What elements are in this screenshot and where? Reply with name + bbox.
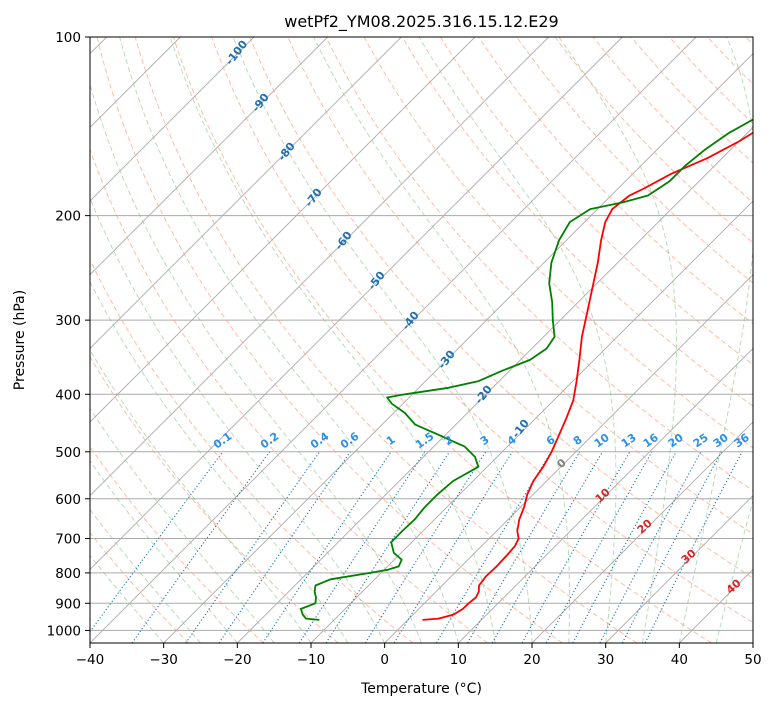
chart-title: wetPf2_YM08.2025.316.15.12.E29 xyxy=(284,12,558,32)
dry-adiabat-line xyxy=(90,258,414,643)
moist-adiabat-line xyxy=(90,460,238,643)
x-tick-label: −10 xyxy=(297,652,326,668)
x-tick-label: 40 xyxy=(671,652,688,668)
moist-adiabat-line xyxy=(678,37,753,643)
axis-ticks: −40 −30 −20 −10 0 10 20 30 40 50 100 200 300 400 500 60… xyxy=(47,30,762,668)
plot-frame xyxy=(89,36,754,644)
isotherm-line xyxy=(531,421,753,643)
moist-adiabat-line xyxy=(90,280,349,643)
mixing-ratio-line xyxy=(572,451,677,643)
mixing-ratio-line xyxy=(364,451,487,643)
y-tick-label: 200 xyxy=(55,209,81,225)
y-tick-label: 1000 xyxy=(47,623,81,639)
temperature-trace xyxy=(422,131,753,621)
isotherm-line xyxy=(90,37,476,423)
dry-adiabat-line xyxy=(363,37,753,449)
isotherm-line xyxy=(458,347,753,643)
dry-adiabat-line xyxy=(172,37,712,643)
isotherm-line xyxy=(384,274,753,643)
moist-adiabat-line xyxy=(313,37,570,643)
mixing-ratio-line xyxy=(325,451,451,643)
dry-adiabat-line xyxy=(134,37,638,643)
mixing-ratio-line xyxy=(521,451,631,643)
dry-adiabat-line xyxy=(478,37,753,325)
moist-adiabat-line xyxy=(90,407,275,643)
dry-adiabat-line xyxy=(90,148,488,643)
isotherm-line xyxy=(90,37,697,643)
isotherm-line xyxy=(90,37,255,202)
dry-adiabat-line xyxy=(96,37,563,643)
mixing-ratio-line xyxy=(262,451,392,643)
moist-adiabat-line xyxy=(119,37,459,643)
dry-adiabat-line xyxy=(249,37,753,579)
dry-adiabat-line xyxy=(401,37,753,407)
dry-adiabat-line xyxy=(439,37,753,366)
moist-adiabat-line xyxy=(418,37,617,643)
dry-adiabat-line xyxy=(287,37,753,535)
isotherm-line xyxy=(237,126,753,643)
x-tick-label: 0 xyxy=(380,652,389,668)
mixing-ratio-line xyxy=(599,451,702,643)
dry-adiabat-line xyxy=(554,37,753,244)
y-tick-label: 700 xyxy=(55,532,81,548)
dry-adiabat-line xyxy=(325,37,753,492)
x-tick-label: 50 xyxy=(744,652,761,668)
dry-adiabat-line xyxy=(592,37,753,204)
x-tick-label: −20 xyxy=(223,652,252,668)
isotherm-line xyxy=(90,37,623,570)
dry-adiabat-line xyxy=(90,531,190,643)
moist-adiabat-line xyxy=(90,348,312,643)
moist-adiabat-line xyxy=(558,37,677,643)
mixing-ratio-line xyxy=(393,451,513,643)
background-lines xyxy=(90,37,753,643)
dry-adiabat-line xyxy=(211,37,753,624)
x-tick-label: −40 xyxy=(76,652,105,668)
mixing-ratio-line xyxy=(545,451,653,643)
y-tick-label: 600 xyxy=(55,492,81,508)
x-axis-title: Temperature (°C) xyxy=(360,681,482,697)
isotherm-line xyxy=(90,37,328,276)
y-axis-title: Pressure (hPa) xyxy=(12,290,28,390)
mixing-ratio-line xyxy=(185,451,321,643)
y-tick-label: 500 xyxy=(55,445,81,461)
mixing-ratio-line xyxy=(435,451,552,643)
data-lines xyxy=(299,118,753,621)
x-tick-label: 30 xyxy=(597,652,614,668)
x-tick-label: −30 xyxy=(149,652,178,668)
x-tick-label: 10 xyxy=(450,652,467,668)
y-tick-label: 400 xyxy=(55,387,81,403)
mixing-ratio-line xyxy=(467,451,581,643)
mixing-ratio-line xyxy=(131,451,271,643)
isotherm-line xyxy=(90,37,402,349)
isotherm-line xyxy=(90,37,549,497)
isotherm-line xyxy=(605,495,753,643)
mixing-ratio-line xyxy=(491,451,603,643)
y-tick-label: 300 xyxy=(55,313,81,329)
isotherm-line xyxy=(163,53,753,643)
moist-adiabat-line xyxy=(715,498,753,643)
y-tick-label: 100 xyxy=(55,30,81,46)
moist-adiabat-line xyxy=(232,37,533,643)
y-tick-label: 800 xyxy=(55,566,81,582)
x-tick-label: 20 xyxy=(523,652,540,668)
dewpoint-trace xyxy=(299,118,753,621)
y-tick-label: 900 xyxy=(55,596,81,612)
moist-adiabat-line xyxy=(90,197,386,643)
